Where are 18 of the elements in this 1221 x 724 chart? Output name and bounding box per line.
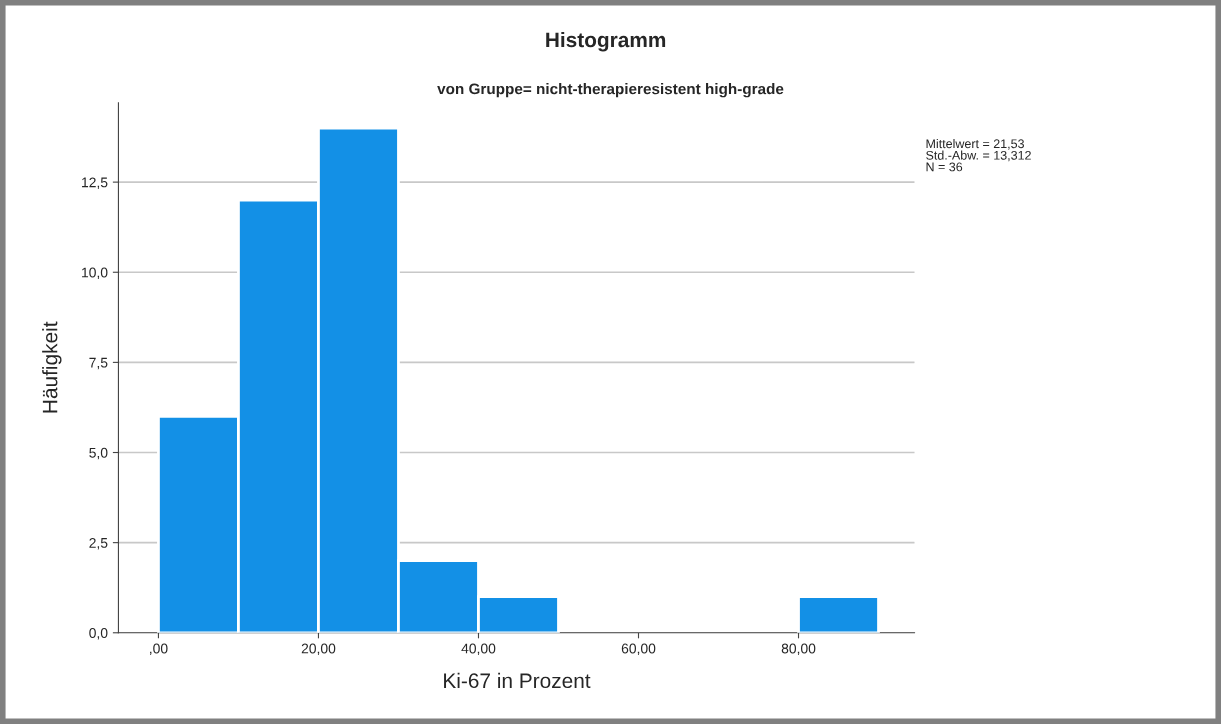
y-tick-label: 2,5 bbox=[89, 537, 108, 550]
x-tick-label: 40,00 bbox=[461, 643, 496, 656]
text: Std.-Abw. = 13,312 bbox=[926, 150, 1031, 162]
y-tick-label: 12,5 bbox=[82, 177, 108, 189]
chart-title: Histogramm bbox=[546, 31, 666, 52]
y-tick-label: 7,5 bbox=[89, 357, 108, 370]
y-tick-label: 5,0 bbox=[89, 447, 108, 460]
x-axis-title: Ki-67 in Prozent bbox=[444, 672, 591, 689]
x-tick-label: ,00 bbox=[150, 643, 168, 656]
chart-subtitle: von Gruppe= nicht-therapieresistent high-grade bbox=[437, 83, 784, 98]
text: Mittelwert = 21,53 bbox=[926, 138, 1024, 150]
text: N = 36 bbox=[926, 162, 963, 172]
x-tick-label: 60,00 bbox=[621, 643, 656, 656]
y-tick-label: 0,0 bbox=[89, 628, 108, 640]
y-axis-title: Häufigkeit bbox=[42, 321, 62, 413]
y-tick-label: 10,0 bbox=[82, 267, 108, 280]
x-tick-label: 20,00 bbox=[301, 643, 336, 656]
x-tick-label: 80,00 bbox=[781, 643, 816, 656]
